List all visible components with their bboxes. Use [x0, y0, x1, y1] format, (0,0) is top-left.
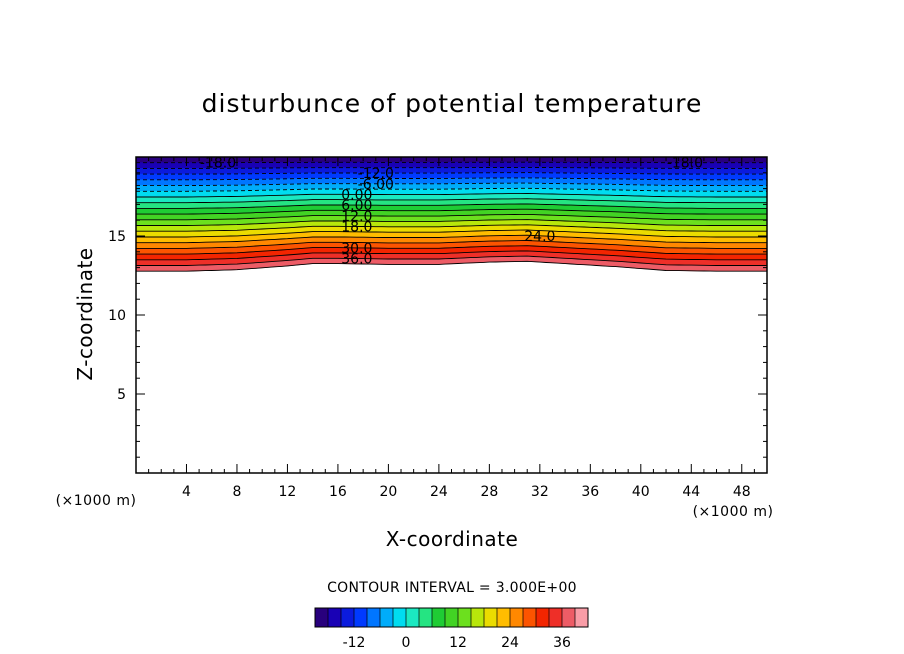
y-axis-label: Z-coordinate [73, 247, 97, 380]
x-tick-label: 36 [581, 484, 599, 500]
chart-title: disturbunce of potential temperature [202, 89, 703, 118]
contour-line [136, 172, 767, 175]
contour-label: -12.0 [358, 166, 394, 182]
colorbar-swatch [458, 608, 472, 627]
z-tick-label: 15 [108, 229, 126, 245]
colorbar-tick-labels: -12 0 12 24 36 [343, 635, 571, 651]
x-tick-label: 28 [480, 484, 498, 500]
contour-label: 24.0 [524, 229, 555, 245]
contour-label: -18.0 [200, 156, 236, 172]
colorbar-swatch [380, 608, 394, 627]
colorbar-swatch [315, 608, 329, 627]
x-tick-label: 32 [531, 484, 549, 500]
contour-line [136, 177, 767, 181]
contour-line [136, 240, 767, 249]
colorbar-swatch [471, 608, 485, 627]
contour-line [136, 224, 767, 232]
colorbar-swatch [419, 608, 433, 627]
colorbar-swatch [536, 608, 550, 627]
colorbar-swatch [328, 608, 342, 627]
contour-line [136, 203, 767, 209]
x-tick-label: 8 [232, 484, 241, 500]
contour-line [136, 229, 767, 238]
contour-interval-note: CONTOUR INTERVAL = 3.000E+00 [327, 580, 577, 596]
colorbar-tick-label: 36 [553, 635, 571, 651]
colorbar-swatch [549, 608, 563, 627]
contour-line [136, 255, 767, 266]
contour-label: 30.0 [341, 241, 372, 257]
colorbar-swatch [432, 608, 446, 627]
z-tick-label: 5 [117, 387, 126, 403]
contour-line [136, 198, 767, 204]
colorbar-swatch [510, 608, 524, 627]
contour-line [136, 219, 767, 226]
colorbar-swatch [575, 608, 589, 627]
colorbar-frame [314, 607, 589, 628]
contour-line [136, 182, 767, 187]
colorbar-swatch [562, 608, 576, 627]
contour-line [136, 250, 767, 261]
contour-label: 18.0 [341, 219, 372, 235]
contour-line [136, 193, 767, 198]
colorbar-swatch [497, 608, 511, 627]
z-axis-ticks: 5 10 15 [108, 172, 767, 458]
x-axis-ticks: 4 8 12 16 20 24 28 32 36 40 44 48 [148, 157, 755, 500]
colorbar-tick-label: 24 [501, 635, 519, 651]
colorbar-swatch [367, 608, 381, 627]
contour-line [136, 187, 767, 192]
contour-lines [136, 157, 767, 272]
contour-label: 0.00 [341, 187, 372, 203]
contour-line [136, 234, 767, 244]
x-tick-label: 16 [329, 484, 347, 500]
contour-label: -18.0 [667, 156, 703, 172]
z-tick-label: 10 [108, 308, 126, 324]
colorbar-tick-label: 12 [449, 635, 467, 651]
contour-line [136, 161, 767, 164]
colorbar-swatch [341, 608, 355, 627]
colorbar-swatch [523, 608, 537, 627]
x-unit-left-label: (×1000 m) [56, 493, 137, 509]
contour-line [136, 166, 767, 169]
x-axis-label: X-coordinate [386, 527, 519, 551]
colorbar-swatch [484, 608, 498, 627]
x-unit-right-label: (×1000 m) [693, 504, 774, 520]
contour-label: -6.00 [358, 177, 394, 193]
x-tick-label: 12 [279, 484, 297, 500]
colorbar-swatch [406, 608, 420, 627]
x-tick-label: 40 [632, 484, 650, 500]
colorbar-swatch [393, 608, 407, 627]
colorbar [314, 607, 589, 628]
x-tick-label: 48 [733, 484, 751, 500]
colorbar-tick-label: 0 [402, 635, 411, 651]
x-tick-label: 4 [182, 484, 191, 500]
contour-line [136, 213, 767, 221]
contour-line [136, 260, 767, 272]
x-tick-label: 24 [430, 484, 448, 500]
colorbar-swatch [354, 608, 368, 627]
colorbar-tick-label: -12 [343, 635, 366, 651]
contour-label: 6.00 [341, 198, 372, 214]
colorbar-swatch [445, 608, 459, 627]
contour-label: 12.0 [341, 209, 372, 225]
contour-line [136, 208, 767, 215]
x-tick-label: 20 [379, 484, 397, 500]
x-tick-label: 44 [682, 484, 700, 500]
contour-line [136, 245, 767, 255]
contour-label: 36.0 [341, 252, 372, 268]
